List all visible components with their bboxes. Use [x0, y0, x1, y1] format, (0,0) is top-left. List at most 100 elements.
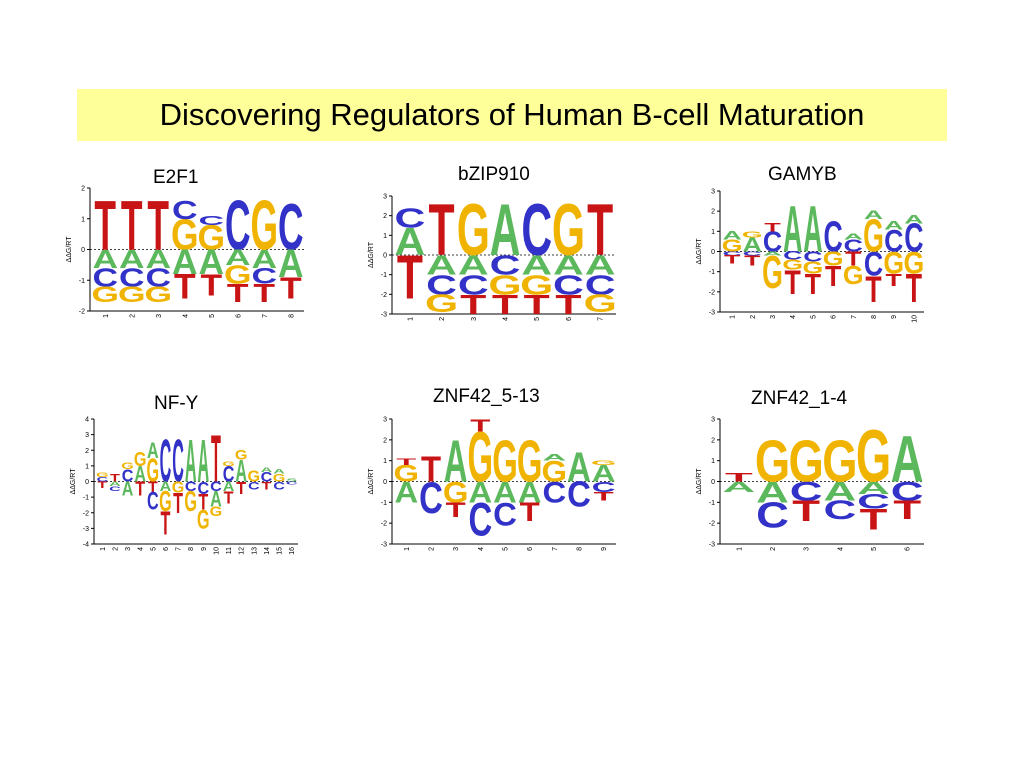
logo-letter-a: A: [567, 444, 591, 491]
logo-letter-t: T: [744, 253, 760, 269]
logo-letter-g: G: [121, 461, 134, 471]
logo-letter-c: C: [122, 466, 134, 486]
logo-letter-c: C: [210, 480, 222, 494]
logo-letter-t: T: [805, 268, 821, 300]
logo-letter-t: T: [906, 267, 922, 312]
logo-letter-a: A: [145, 244, 171, 274]
logo-letter-a: A: [864, 209, 883, 222]
logo-letter-g: G: [488, 269, 521, 301]
y-tick-label: -3: [83, 526, 89, 533]
position-label: 4: [790, 315, 797, 319]
position-label: 3: [156, 314, 163, 318]
logo-letter-c: C: [172, 428, 184, 495]
y-axis-label: ΔΔG/RT: [70, 468, 77, 495]
y-tick-label: 0: [383, 253, 387, 260]
logo-letter-g: G: [394, 461, 420, 488]
y-tick-label: 1: [85, 463, 89, 470]
y-tick-label: 0: [383, 479, 387, 486]
logo-letter-g: G: [248, 469, 261, 486]
logo-letter-s: S: [286, 477, 297, 482]
logo-letter-t: T: [725, 471, 753, 484]
y-tick-label: 0: [81, 247, 85, 254]
position-label: 12: [239, 547, 246, 555]
y-tick-label: -1: [381, 500, 387, 507]
logo-letter-t: T: [262, 479, 272, 492]
logo-letter-g: G: [457, 189, 490, 271]
position-label: 9: [891, 315, 898, 319]
motif-name-znf42-1-4: ZNF42_1-4: [751, 388, 848, 409]
position-label: 7: [851, 315, 858, 319]
logo-letter-g: G: [584, 290, 617, 318]
logo-letter-g: G: [96, 471, 109, 479]
logo-letter-c: C: [394, 202, 425, 234]
y-tick-label: 2: [383, 213, 387, 220]
logo-letter-c: C: [592, 479, 616, 495]
logo-letter-c: C: [286, 480, 298, 485]
logo-letter-c: C: [823, 495, 856, 525]
logo-letter-a: A: [844, 232, 863, 242]
logo-letter-a: A: [134, 462, 146, 487]
logo-letter-c: C: [198, 213, 224, 228]
logo-letter-a: A: [109, 480, 121, 488]
y-tick-label: 0: [711, 249, 715, 256]
logo-letter-t: T: [764, 221, 781, 234]
logo-letter-g: G: [492, 428, 518, 495]
logo-letter-g: G: [863, 210, 884, 261]
logo-letter-a: A: [722, 479, 755, 496]
logo-letter-a: A: [172, 243, 198, 282]
logo-letter-c: C: [185, 480, 197, 494]
logo-letter-c: C: [278, 191, 304, 264]
motif-logo-nf-y: ΔΔG/RT43210-1-2-3-4CGT1TAC2CGA3AGT4GATC5…: [70, 417, 298, 555]
logo-letter-a: A: [261, 466, 273, 474]
position-label: 7: [262, 314, 269, 318]
logo-letter-g: G: [147, 451, 160, 489]
logo-letter-a: A: [394, 220, 425, 264]
position-label: 3: [471, 317, 478, 321]
logo-letter-g: G: [803, 258, 824, 277]
logo-letter-g: G: [789, 429, 824, 495]
logo-letter-t: T: [594, 490, 614, 503]
position-label: 6: [235, 314, 242, 318]
logo-letter-g: G: [273, 471, 286, 484]
y-tick-label: -1: [83, 495, 89, 502]
position-label: 4: [182, 314, 189, 318]
logo-letter-c: C: [119, 263, 145, 293]
logo-letter-g: G: [91, 282, 119, 307]
position-label: 8: [871, 315, 878, 319]
logo-letter-g: G: [843, 260, 864, 290]
logo-letter-a: A: [225, 245, 251, 270]
position-label: 1: [404, 547, 411, 551]
position-label: 3: [453, 547, 460, 551]
logo-letter-t: T: [492, 288, 518, 320]
position-label: 5: [150, 547, 157, 551]
logo-letter-g: G: [722, 236, 743, 255]
y-tick-label: -1: [79, 278, 85, 285]
logo-letter-c: C: [844, 236, 863, 255]
logo-letter-a: A: [458, 249, 489, 281]
logo-letter-t: T: [224, 488, 234, 508]
logo-letter-c: C: [823, 213, 842, 261]
logo-letter-a: A: [585, 249, 616, 281]
logo-letter-t: T: [200, 269, 222, 303]
logo-letter-g: G: [118, 282, 146, 307]
logo-letter-c: C: [419, 474, 443, 523]
logo-letter-c: C: [567, 475, 591, 515]
logo-letter-t: T: [860, 503, 888, 536]
position-label: 2: [129, 314, 136, 318]
logo-letter-t: T: [198, 490, 208, 515]
logo-letter-t: T: [147, 186, 169, 264]
logo-letter-t: T: [396, 457, 416, 467]
position-label: 14: [264, 547, 271, 555]
y-tick-label: -2: [381, 292, 387, 299]
y-tick-label: -2: [381, 521, 387, 528]
y-tick-label: -1: [709, 269, 715, 276]
logo-letter-c: C: [743, 251, 762, 257]
logo-letter-g: G: [755, 429, 790, 495]
logo-letter-t: T: [236, 478, 246, 498]
logo-letter-g: G: [517, 428, 543, 495]
motif-name-bzip910: bZIP910: [458, 164, 530, 185]
y-tick-label: -2: [83, 510, 89, 517]
logo-letter-a: A: [857, 478, 890, 498]
y-tick-label: 4: [85, 417, 89, 424]
